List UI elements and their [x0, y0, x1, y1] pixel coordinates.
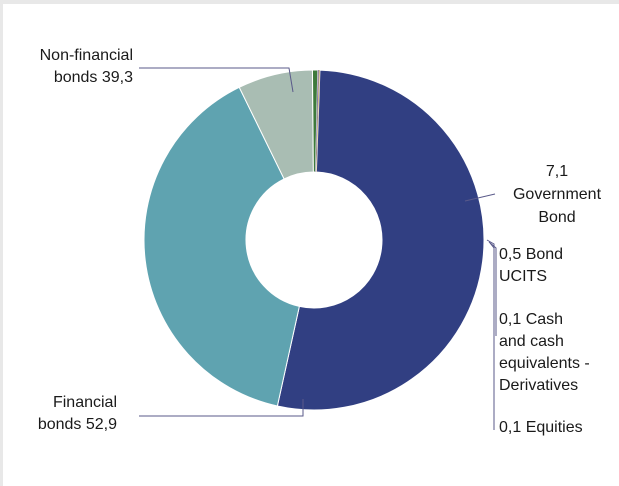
leader-line-4 [488, 241, 497, 336]
slice-3 [311, 69, 319, 173]
slice-1 [143, 86, 300, 407]
slice-label-3: 0,5 Bond UCITS [499, 246, 563, 285]
slice-0 [276, 69, 485, 411]
leader-line-0 [139, 399, 304, 417]
slice-4 [315, 70, 319, 173]
leader-line-2 [464, 193, 496, 202]
slice-label-5: 0,1 Equities [499, 419, 583, 436]
donut-chart: Financial bonds 52,9 Non-financial bonds 39… [38, 47, 602, 436]
leader-lines-group [139, 67, 497, 430]
slice-5 [315, 70, 320, 173]
slices-group [143, 69, 485, 411]
leader-line-1 [139, 67, 294, 93]
slice-label-1: Non-financial bonds 39,3 [40, 47, 133, 86]
slice-label-2: 7,1 Government Bond [513, 163, 602, 226]
chart-panel: Financial bonds 52,9 Non-financial bonds 39… [3, 4, 619, 486]
leader-line-5 [489, 242, 495, 430]
slice-label-4: 0,1 Cash and cash equivalents -Derivatives [499, 311, 590, 394]
labels-group: Financial bonds 52,9 Non-financial bonds 39… [38, 47, 602, 436]
slice-label-0: Financial bonds 52,9 [38, 394, 117, 433]
